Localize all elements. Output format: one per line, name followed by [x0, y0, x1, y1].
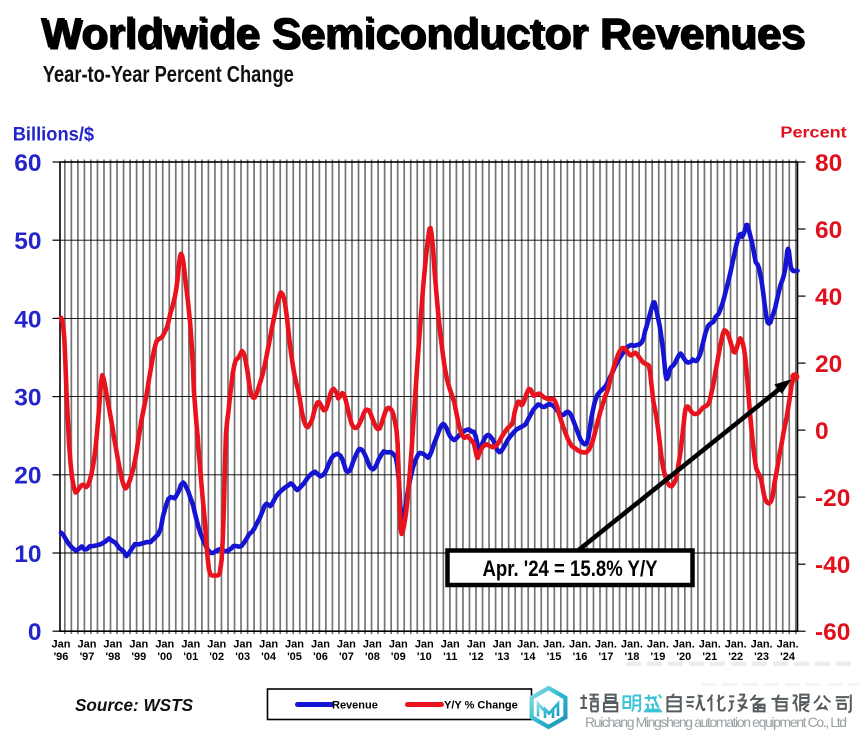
svg-text:Billions/$: Billions/$ [13, 124, 95, 146]
svg-text:'05: '05 [287, 651, 302, 663]
svg-text:20: 20 [14, 463, 41, 490]
svg-text:Jan.: Jan. [699, 639, 721, 651]
svg-text:'17: '17 [598, 651, 613, 663]
svg-text:'06: '06 [313, 651, 328, 663]
svg-text:Worldwide Semiconductor Revenu: Worldwide Semiconductor Revenues [41, 10, 805, 57]
svg-text:'08: '08 [365, 651, 380, 663]
svg-text:'09: '09 [391, 651, 406, 663]
svg-text:'21: '21 [702, 651, 717, 663]
svg-text:Apr. '24 = 15.8% Y/Y: Apr. '24 = 15.8% Y/Y [483, 556, 658, 581]
svg-text:'24: '24 [780, 651, 796, 663]
svg-text:Jan: Jan [129, 639, 148, 651]
svg-text:Jan.: Jan. [621, 639, 643, 651]
svg-text:Jan.: Jan. [777, 639, 799, 651]
svg-text:-60: -60 [815, 619, 850, 646]
svg-text:'14: '14 [521, 651, 537, 663]
svg-text:'20: '20 [676, 651, 691, 663]
svg-text:-40: -40 [815, 552, 850, 579]
svg-text:40: 40 [815, 284, 842, 311]
svg-text:Source: WSTS: Source: WSTS [75, 695, 193, 715]
svg-text:Y/Y % Change: Y/Y % Change [444, 700, 518, 712]
svg-text:Jan.: Jan. [569, 639, 591, 651]
svg-text:'02: '02 [209, 651, 224, 663]
svg-text:0: 0 [28, 619, 42, 646]
svg-text:'00: '00 [157, 651, 172, 663]
svg-text:'23: '23 [754, 651, 769, 663]
svg-text:Jan: Jan [493, 639, 512, 651]
svg-text:Jan: Jan [259, 639, 278, 651]
svg-text:Jan: Jan [233, 639, 252, 651]
svg-text:'10: '10 [417, 651, 432, 663]
svg-text:Jan: Jan [389, 639, 408, 651]
svg-text:Jan: Jan [155, 639, 174, 651]
svg-text:'16: '16 [573, 651, 588, 663]
svg-text:20: 20 [815, 351, 842, 378]
svg-text:Jan: Jan [207, 639, 226, 651]
svg-text:'07: '07 [339, 651, 354, 663]
svg-text:'22: '22 [728, 651, 743, 663]
svg-text:Jan.: Jan. [673, 639, 695, 651]
svg-text:Jan: Jan [52, 639, 71, 651]
svg-text:Jan: Jan [311, 639, 330, 651]
svg-text:'01: '01 [183, 651, 198, 663]
svg-text:Jan: Jan [78, 639, 97, 651]
svg-text:Year-to-Year Percent Change: Year-to-Year Percent Change [43, 61, 294, 87]
svg-text:40: 40 [14, 306, 41, 333]
svg-text:0: 0 [815, 418, 829, 445]
svg-text:Ruichang Mingsheng automation: Ruichang Mingsheng automation equipment … [585, 714, 847, 730]
svg-text:Jan: Jan [103, 639, 122, 651]
svg-text:30: 30 [14, 385, 41, 412]
svg-text:'18: '18 [624, 651, 639, 663]
svg-text:Jan.: Jan. [647, 639, 669, 651]
svg-text:Jan.: Jan. [543, 639, 565, 651]
svg-text:80: 80 [815, 150, 842, 177]
svg-text:Jan: Jan [467, 639, 486, 651]
svg-text:Jan: Jan [415, 639, 434, 651]
svg-text:'19: '19 [650, 651, 665, 663]
svg-text:'96: '96 [54, 651, 69, 663]
svg-text:Revenue: Revenue [332, 700, 378, 712]
svg-text:Jan: Jan [441, 639, 460, 651]
svg-text:'99: '99 [131, 651, 146, 663]
svg-text:Jan: Jan [363, 639, 382, 651]
svg-text:60: 60 [14, 150, 41, 177]
svg-text:Jan: Jan [181, 639, 200, 651]
svg-text:'12: '12 [469, 651, 484, 663]
svg-text:Jan.: Jan. [725, 639, 747, 651]
svg-text:Jan.: Jan. [595, 639, 617, 651]
svg-text:'11: '11 [443, 651, 457, 663]
svg-text:Jan.: Jan. [517, 639, 539, 651]
svg-text:50: 50 [14, 228, 41, 255]
svg-text:'15: '15 [547, 651, 562, 663]
svg-text:60: 60 [815, 217, 842, 244]
svg-text:'97: '97 [80, 651, 95, 663]
svg-text:'04: '04 [261, 651, 277, 663]
svg-text:10: 10 [14, 541, 41, 568]
svg-text:Jan: Jan [337, 639, 356, 651]
svg-text:'13: '13 [495, 651, 510, 663]
svg-text:'03: '03 [235, 651, 250, 663]
svg-text:Percent: Percent [780, 124, 847, 141]
svg-text:-20: -20 [815, 485, 850, 512]
svg-text:Worldwide Semiconductor Revenu: Worldwide Semiconductor Revenues [43, 12, 807, 59]
svg-text:Jan: Jan [285, 639, 304, 651]
svg-text:Jan.: Jan. [751, 639, 773, 651]
svg-text:'98: '98 [105, 651, 120, 663]
